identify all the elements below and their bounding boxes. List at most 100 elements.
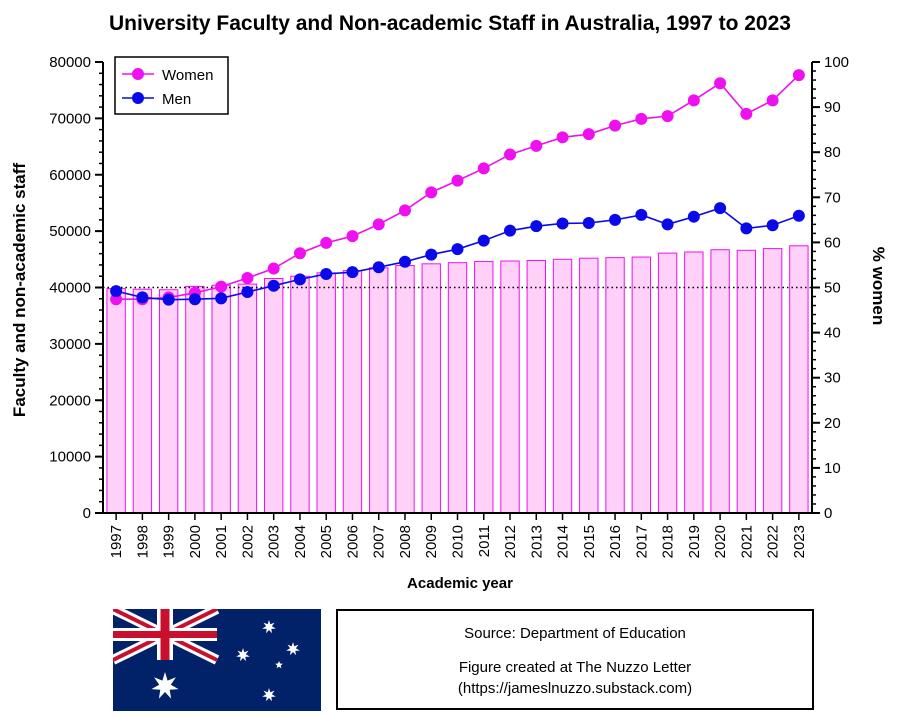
legend-box bbox=[114, 56, 229, 115]
point-women-2005 bbox=[320, 236, 333, 249]
left-tick-label: 80000 bbox=[49, 54, 91, 71]
point-women-2013 bbox=[530, 139, 543, 152]
point-women-2022 bbox=[766, 94, 779, 107]
left-tick-label: 40000 bbox=[49, 280, 91, 297]
point-men-2019 bbox=[687, 210, 700, 223]
point-women-2004 bbox=[293, 247, 306, 260]
bar-1998 bbox=[132, 288, 153, 514]
left-tick-label: 50000 bbox=[49, 223, 91, 240]
left-y-axis: 0 10000 20000 30000 40000 50000 60000 70000 8000… bbox=[49, 54, 104, 522]
bar-2011 bbox=[474, 261, 494, 514]
bar-2010 bbox=[447, 262, 468, 514]
flag-star bbox=[236, 648, 250, 662]
point-men-2010 bbox=[451, 243, 464, 256]
bar-2004 bbox=[290, 275, 310, 514]
right-tick-label: 80 bbox=[824, 144, 841, 161]
x-tick-label-1999: 1999 bbox=[161, 525, 178, 558]
point-men-2004 bbox=[293, 273, 306, 286]
point-women-2011 bbox=[477, 162, 490, 175]
point-men-2023 bbox=[792, 209, 805, 222]
point-women-2019 bbox=[687, 94, 700, 107]
x-tick-label-2020: 2020 bbox=[712, 525, 729, 558]
left-tick-label: 10000 bbox=[49, 449, 91, 466]
point-men-2021 bbox=[740, 222, 753, 235]
x-tick-label-1997: 1997 bbox=[108, 525, 125, 558]
legend-label-women: Women bbox=[162, 67, 213, 84]
point-men-1998 bbox=[136, 291, 149, 304]
bar-2013 bbox=[526, 259, 546, 514]
x-tick-label-2008: 2008 bbox=[397, 525, 414, 558]
bar-2015 bbox=[579, 257, 599, 514]
x-tick-label-1998: 1998 bbox=[134, 525, 151, 558]
flag-star bbox=[275, 661, 283, 669]
left-axis-title: Faculty and non-academic staff bbox=[10, 163, 29, 417]
flag-star bbox=[262, 688, 276, 702]
point-women-2002 bbox=[241, 272, 254, 285]
x-tick-label-2013: 2013 bbox=[528, 525, 545, 558]
credit-url: (https://jameslnuzzo.substack.com) bbox=[457, 680, 693, 697]
point-men-2012 bbox=[504, 224, 517, 237]
point-women-2010 bbox=[451, 174, 464, 187]
x-tick-label-2022: 2022 bbox=[765, 525, 782, 558]
point-women-2009 bbox=[425, 186, 438, 199]
bar-2012 bbox=[500, 260, 520, 514]
point-men-1999 bbox=[162, 293, 175, 306]
legend-marker-men bbox=[132, 92, 144, 104]
point-women-2015 bbox=[582, 128, 595, 141]
point-men-2000 bbox=[188, 293, 201, 306]
x-tick-label-2003: 2003 bbox=[266, 525, 283, 558]
flag-star bbox=[151, 672, 179, 699]
point-men-2001 bbox=[215, 292, 228, 305]
left-tick-label: 70000 bbox=[49, 110, 91, 127]
point-women-2008 bbox=[398, 204, 411, 217]
point-men-2016 bbox=[609, 213, 622, 226]
point-men-1997 bbox=[110, 285, 123, 298]
x-tick-label-2023: 2023 bbox=[791, 525, 808, 558]
bar-2002 bbox=[237, 283, 258, 514]
point-women-2007 bbox=[372, 218, 385, 231]
x-tick-label-2011: 2011 bbox=[476, 525, 493, 557]
flag-star bbox=[286, 642, 300, 656]
chart: University Faculty and Non-academic Staf… bbox=[10, 12, 888, 592]
left-tick-label: 20000 bbox=[49, 392, 91, 409]
right-tick-label: 100 bbox=[824, 54, 849, 71]
legend-marker-women bbox=[132, 68, 144, 80]
bar-2020 bbox=[710, 249, 730, 514]
x-axis: 1997 1998 1999 2000 2001 2002 2003 2004 2005 2006… bbox=[103, 512, 812, 558]
bar-2021 bbox=[736, 249, 757, 514]
point-men-2015 bbox=[582, 217, 595, 230]
right-axis-title: % women bbox=[869, 247, 888, 325]
right-tick-label: 20 bbox=[824, 415, 841, 432]
point-women-2023 bbox=[792, 69, 805, 82]
point-men-2003 bbox=[267, 279, 280, 292]
legend-label-men: Men bbox=[162, 91, 191, 108]
x-axis-title: Academic year bbox=[407, 575, 513, 592]
bar-2001 bbox=[211, 284, 231, 514]
x-tick-label-2002: 2002 bbox=[239, 525, 256, 558]
bar-2009 bbox=[421, 263, 441, 514]
bar-2016 bbox=[605, 257, 625, 514]
point-men-2005 bbox=[320, 267, 333, 280]
bar-1997 bbox=[106, 288, 126, 514]
x-tick-label-2010: 2010 bbox=[450, 525, 467, 558]
x-tick-label-2015: 2015 bbox=[581, 525, 598, 558]
x-tick-label-2000: 2000 bbox=[187, 525, 204, 558]
point-men-2006 bbox=[346, 266, 359, 279]
right-tick-label: 10 bbox=[824, 460, 841, 477]
point-women-2014 bbox=[556, 131, 569, 144]
point-men-2022 bbox=[766, 219, 779, 232]
bar-2005 bbox=[316, 272, 336, 514]
legend: Women Men bbox=[114, 56, 229, 115]
point-women-2006 bbox=[346, 230, 359, 243]
bar-2019 bbox=[684, 251, 704, 514]
bar-series bbox=[106, 245, 809, 514]
credit-line: Figure created at The Nuzzo Letter bbox=[458, 659, 692, 676]
point-women-2012 bbox=[504, 148, 517, 161]
australian-flag-icon bbox=[113, 609, 321, 711]
bar-2017 bbox=[631, 256, 652, 514]
point-women-2021 bbox=[740, 107, 753, 120]
point-men-2002 bbox=[241, 286, 254, 299]
point-women-2017 bbox=[635, 112, 648, 125]
point-men-2017 bbox=[635, 208, 648, 221]
point-men-2007 bbox=[372, 261, 385, 274]
